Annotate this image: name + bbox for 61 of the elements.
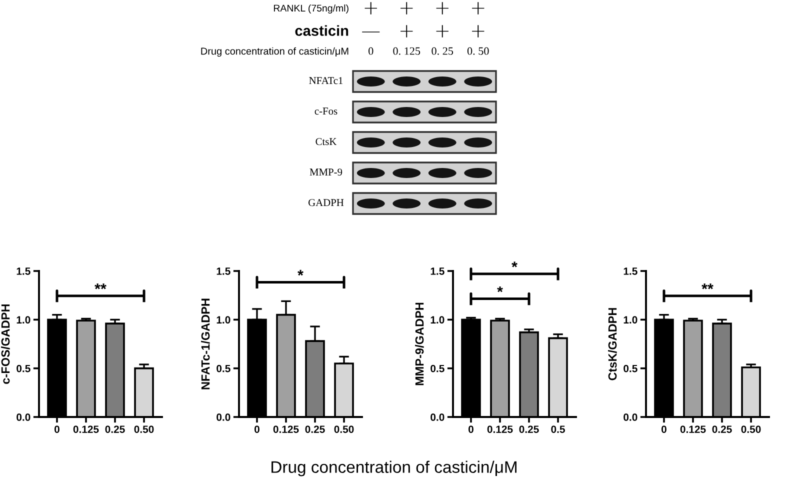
x-tick-label: 0 [468, 426, 474, 433]
text: + [364, 2, 377, 14]
text: + [436, 2, 448, 14]
y-tick-label: 0.5 [16, 364, 30, 372]
x-tick-label: 0.50 [741, 426, 761, 433]
text: Drug concentration of casticin/μM [201, 47, 348, 57]
text: + [472, 2, 484, 14]
category-label: 0. 125 [393, 47, 420, 55]
x-tick-label: 0.125 [680, 426, 706, 433]
y-axis-title: NFATc-1/GADPH [201, 298, 210, 390]
x-tick-label: 0.25 [305, 426, 325, 433]
annotation: * [298, 270, 304, 276]
x-tick-label: 0.25 [519, 426, 539, 433]
text: + [436, 25, 448, 38]
x-tick-label: 0.125 [73, 426, 99, 433]
y-tick-label: 1.5 [216, 268, 230, 275]
y-tick-label: 1.5 [16, 268, 30, 275]
y-tick-label: 1.0 [216, 316, 230, 324]
y-tick-label: 0.5 [430, 364, 444, 372]
x-tick-label: 0 [662, 426, 666, 433]
category-label: CtsK [316, 138, 337, 146]
y-tick-label: 0.0 [430, 414, 444, 421]
y-tick-label: 1.5 [430, 268, 444, 275]
x-tick-label: 0.50 [134, 426, 154, 433]
x-tick-label: 0.125 [273, 426, 299, 433]
y-tick-label: 1.0 [16, 316, 30, 324]
text: + [472, 25, 484, 38]
text: RANKL (75ng/ml) [274, 4, 348, 14]
y-tick-label: 1.5 [624, 268, 638, 275]
text: Drug concentration of casticin/μM [272, 460, 516, 476]
y-tick-label: 0.0 [216, 414, 230, 421]
annotation: ** [702, 284, 714, 290]
annotation: ** [94, 284, 106, 290]
y-tick-label: 0.5 [624, 364, 638, 372]
x-tick-label: 0.125 [487, 426, 513, 433]
x-tick-label: 0 [54, 426, 60, 433]
y-tick-label: 0.0 [16, 414, 30, 421]
y-tick-label: 0.0 [624, 414, 638, 421]
category-label: c-Fos [314, 108, 338, 115]
x-tick-label: 0.5 [551, 426, 565, 433]
text: + [400, 25, 413, 38]
x-tick-label: 0 [254, 426, 260, 433]
text: + [400, 2, 413, 14]
category-label: 0. 50 [467, 47, 489, 55]
y-tick-label: 0.5 [216, 364, 230, 372]
y-axis-title: c-FOS/GADPH [1, 304, 10, 384]
y-axis-title: CtsK/GADPH [608, 308, 617, 380]
category-label: 0. 25 [432, 47, 454, 55]
x-tick-label: 0.50 [334, 426, 354, 433]
category-label: 0 [368, 47, 374, 55]
x-tick-label: 0.25 [105, 426, 125, 433]
text: casticin [295, 25, 348, 36]
y-tick-label: 1.0 [624, 316, 638, 324]
annotation: * [497, 286, 503, 292]
y-axis-title: MMP-9/GADPH [415, 302, 424, 386]
category-label: MMP-9 [310, 168, 342, 176]
x-tick-label: 0.25 [712, 426, 732, 433]
category-label: NFATc1 [309, 77, 343, 84]
text: * [512, 262, 518, 268]
category-label: GADPH [308, 199, 344, 206]
y-tick-label: 1.0 [430, 316, 444, 324]
